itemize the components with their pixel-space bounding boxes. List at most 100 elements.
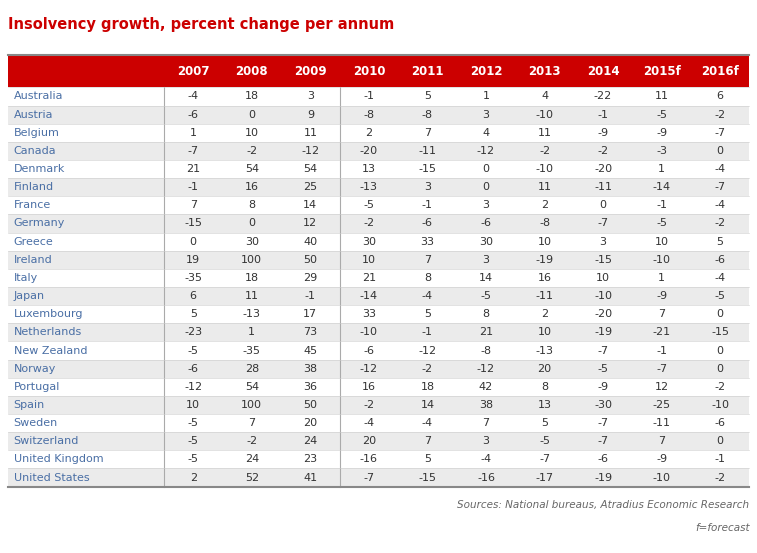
Text: -6: -6 <box>715 255 726 265</box>
Text: 3: 3 <box>482 109 490 119</box>
Text: 3: 3 <box>307 91 314 101</box>
Bar <box>8 106 749 124</box>
Text: -2: -2 <box>715 473 726 483</box>
Text: -4: -4 <box>422 418 433 428</box>
Text: -10: -10 <box>360 327 378 337</box>
Text: -2: -2 <box>539 146 550 156</box>
Text: -4: -4 <box>188 91 199 101</box>
Text: -2: -2 <box>715 109 726 119</box>
Text: 41: 41 <box>304 473 317 483</box>
Text: -7: -7 <box>597 218 609 228</box>
Text: Insolvency growth, percent change per annum: Insolvency growth, percent change per an… <box>8 17 394 32</box>
Text: 7: 7 <box>658 436 665 446</box>
Text: 2: 2 <box>366 128 372 138</box>
Text: -11: -11 <box>535 291 553 301</box>
Text: 7: 7 <box>248 418 255 428</box>
Text: 10: 10 <box>596 273 610 283</box>
Text: 42: 42 <box>479 382 493 392</box>
Text: 11: 11 <box>537 182 552 192</box>
Text: -12: -12 <box>477 364 495 374</box>
Text: 3: 3 <box>482 255 490 265</box>
Text: -35: -35 <box>243 346 260 356</box>
Text: -8: -8 <box>363 109 375 119</box>
Text: Ireland: Ireland <box>14 255 52 265</box>
Text: 20: 20 <box>304 418 317 428</box>
Text: 0: 0 <box>482 182 490 192</box>
Text: 100: 100 <box>241 255 262 265</box>
Text: Netherlands: Netherlands <box>14 327 82 337</box>
Text: -14: -14 <box>360 291 378 301</box>
Text: -15: -15 <box>184 218 202 228</box>
Text: 40: 40 <box>304 237 317 247</box>
Text: 17: 17 <box>304 309 317 319</box>
Text: Denmark: Denmark <box>14 164 65 174</box>
Text: 6: 6 <box>717 91 724 101</box>
Text: -5: -5 <box>188 346 199 356</box>
Text: 10: 10 <box>655 237 668 247</box>
Text: 4: 4 <box>482 128 490 138</box>
Text: -1: -1 <box>363 91 375 101</box>
Text: -1: -1 <box>188 182 199 192</box>
Bar <box>8 124 749 142</box>
Text: -2: -2 <box>715 382 726 392</box>
Text: 2011: 2011 <box>411 65 444 78</box>
Text: -1: -1 <box>305 291 316 301</box>
Text: 2007: 2007 <box>177 65 210 78</box>
Bar <box>8 468 749 487</box>
Text: -19: -19 <box>535 255 553 265</box>
Text: 2015f: 2015f <box>643 65 681 78</box>
Text: 29: 29 <box>304 273 317 283</box>
Text: Sweden: Sweden <box>14 418 58 428</box>
Text: -4: -4 <box>363 418 375 428</box>
Text: 1: 1 <box>248 327 255 337</box>
Text: 14: 14 <box>420 400 435 410</box>
Text: -16: -16 <box>360 455 378 465</box>
Bar <box>8 87 749 106</box>
Text: 0: 0 <box>717 309 724 319</box>
Text: -7: -7 <box>656 364 667 374</box>
Text: -6: -6 <box>597 455 609 465</box>
Text: -5: -5 <box>597 364 609 374</box>
Text: 2008: 2008 <box>235 65 268 78</box>
Text: -13: -13 <box>243 309 260 319</box>
Text: 14: 14 <box>479 273 493 283</box>
Text: -1: -1 <box>656 200 667 210</box>
Text: Sources: National bureaus, Atradius Economic Research: Sources: National bureaus, Atradius Econ… <box>457 500 749 510</box>
Text: 0: 0 <box>248 109 255 119</box>
Bar <box>8 378 749 396</box>
Text: -12: -12 <box>477 146 495 156</box>
Text: -5: -5 <box>539 436 550 446</box>
Text: 20: 20 <box>537 364 552 374</box>
Bar <box>8 287 749 305</box>
Text: -4: -4 <box>715 273 726 283</box>
Text: 21: 21 <box>479 327 493 337</box>
Text: -7: -7 <box>188 146 199 156</box>
Text: -6: -6 <box>422 218 433 228</box>
Text: 54: 54 <box>304 164 317 174</box>
Bar <box>8 305 749 324</box>
Bar <box>8 341 749 359</box>
Text: -22: -22 <box>594 91 612 101</box>
Text: 10: 10 <box>362 255 376 265</box>
Text: 0: 0 <box>717 346 724 356</box>
Text: Japan: Japan <box>14 291 45 301</box>
Text: 33: 33 <box>362 309 376 319</box>
Text: United Kingdom: United Kingdom <box>14 455 103 465</box>
Text: France: France <box>14 200 51 210</box>
Text: 1: 1 <box>190 128 197 138</box>
Text: 28: 28 <box>245 364 259 374</box>
Text: 2: 2 <box>541 309 548 319</box>
Text: 10: 10 <box>245 128 259 138</box>
Text: 18: 18 <box>245 91 259 101</box>
Text: Belgium: Belgium <box>14 128 60 138</box>
Text: 54: 54 <box>245 164 259 174</box>
Text: 73: 73 <box>304 327 317 337</box>
Text: 38: 38 <box>479 400 493 410</box>
Bar <box>8 233 749 251</box>
Text: -5: -5 <box>656 218 667 228</box>
Text: 100: 100 <box>241 400 262 410</box>
Text: 33: 33 <box>420 237 435 247</box>
Text: 12: 12 <box>655 382 668 392</box>
Text: -7: -7 <box>715 182 726 192</box>
Text: 5: 5 <box>541 418 548 428</box>
